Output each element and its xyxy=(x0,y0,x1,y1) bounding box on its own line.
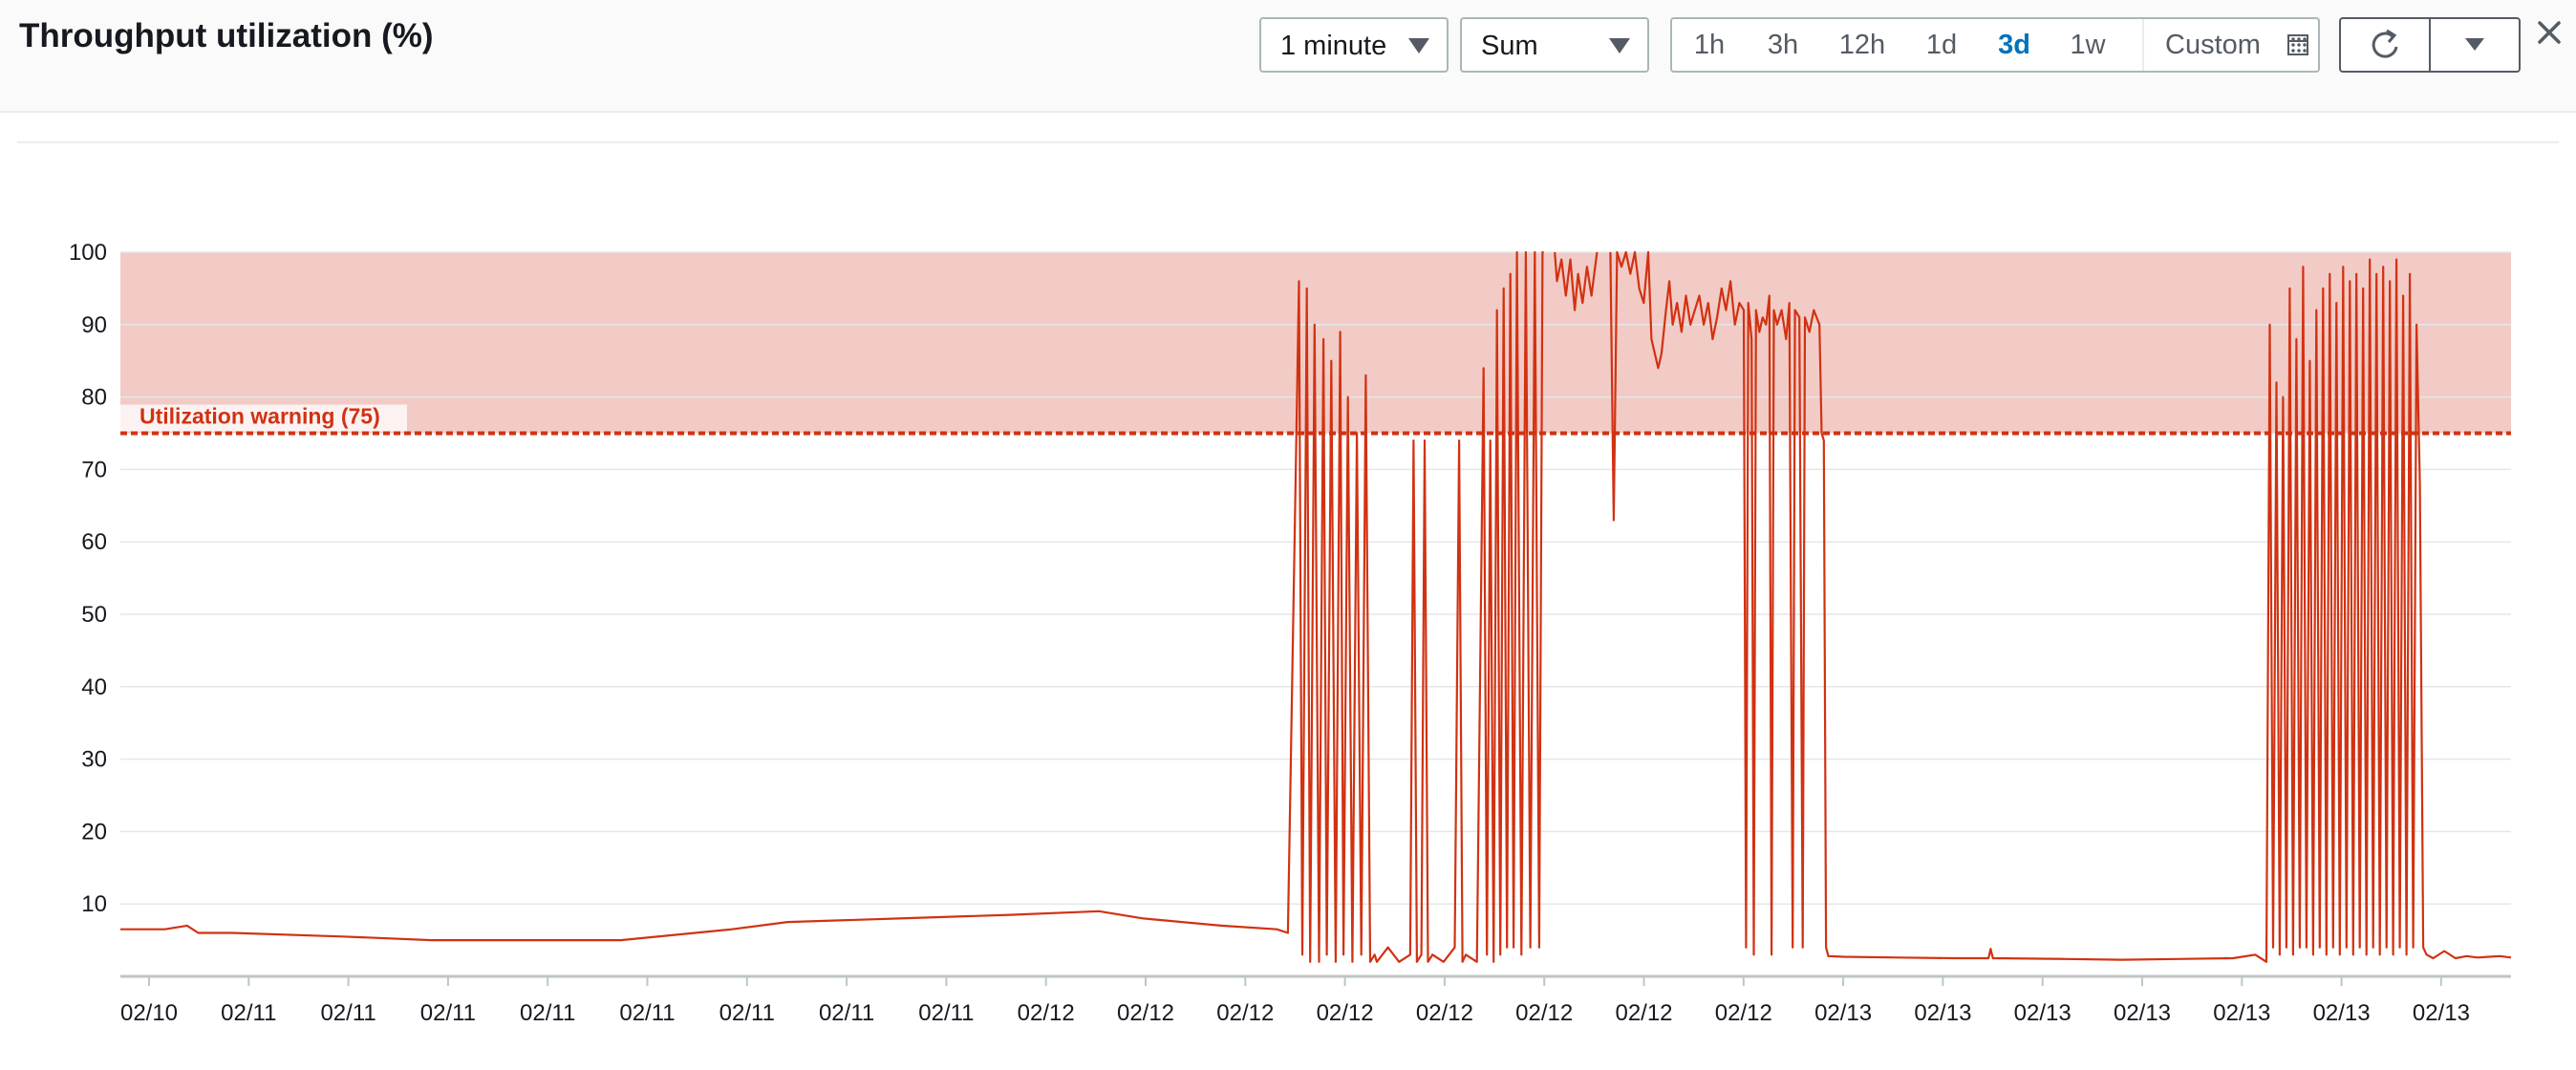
caret-down-icon xyxy=(1408,38,1429,54)
refresh-button[interactable] xyxy=(2339,17,2431,73)
widget-title: Throughput utilization (%) xyxy=(19,17,434,54)
x-tick-label: 02/12 xyxy=(1715,1000,1772,1026)
y-tick-label: 100 xyxy=(69,240,107,266)
x-tick-label: 02/12 xyxy=(1416,1000,1473,1026)
x-tick-label: 02/12 xyxy=(1018,1000,1075,1026)
y-tick-label: 60 xyxy=(81,529,107,555)
x-tick-label: 02/11 xyxy=(221,1000,276,1026)
x-tick-label: 02/13 xyxy=(1814,1000,1872,1026)
range-3d[interactable]: 3d xyxy=(1998,30,2030,60)
x-tick-label: 02/11 xyxy=(420,1000,476,1026)
statistic-select[interactable]: Sum xyxy=(1460,17,1649,73)
y-tick-label: 90 xyxy=(81,312,107,338)
x-tick-label: 02/13 xyxy=(2014,1000,2072,1026)
x-tick-label: 02/12 xyxy=(1615,1000,1672,1026)
divider xyxy=(17,141,2559,143)
x-tick-label: 02/13 xyxy=(2213,1000,2270,1026)
y-tick-label: 80 xyxy=(81,385,107,411)
x-tick-label: 02/13 xyxy=(2313,1000,2371,1026)
widget-header: Throughput utilization (%) 1 minute Sum … xyxy=(0,0,2576,113)
range-1w[interactable]: 1w xyxy=(2070,30,2106,60)
range-custom[interactable]: Custom xyxy=(2142,19,2318,71)
x-tick-label: 02/11 xyxy=(819,1000,874,1026)
y-tick-label: 20 xyxy=(81,819,107,845)
throughput-chart: 10 20 30 40 50 60 70 80 90 100 02/10 02/11 02/11 02/1… xyxy=(69,240,2512,1026)
x-tick-label: 02/11 xyxy=(619,1000,675,1026)
x-tick-label: 02/10 xyxy=(120,1000,178,1026)
close-icon[interactable] xyxy=(2532,15,2566,50)
statistic-select-value: Sum xyxy=(1481,31,1538,61)
range-custom-label: Custom xyxy=(2165,30,2261,60)
series-line xyxy=(120,250,2512,963)
period-select-value: 1 minute xyxy=(1280,31,1387,61)
more-actions-dropdown[interactable] xyxy=(2429,17,2521,73)
caret-down-icon xyxy=(1609,38,1630,54)
x-tick-label: 02/12 xyxy=(1117,1000,1174,1026)
x-tick-label: 02/11 xyxy=(719,1000,775,1026)
time-range-selector: 1h 3h 12h 1d 3d 1w Custom xyxy=(1670,17,2320,73)
range-1d[interactable]: 1d xyxy=(1925,30,1958,60)
y-tick-label: 10 xyxy=(81,891,107,917)
x-tick-label: 02/11 xyxy=(520,1000,575,1026)
y-tick-label: 50 xyxy=(81,602,107,628)
caret-down-icon xyxy=(2465,38,2484,51)
range-1h[interactable]: 1h xyxy=(1693,30,1726,60)
x-tick-label: 02/13 xyxy=(2114,1000,2171,1026)
range-3h[interactable]: 3h xyxy=(1767,30,1799,60)
y-tick-label: 40 xyxy=(81,674,107,700)
threshold-label-bg xyxy=(120,404,407,432)
range-12h[interactable]: 12h xyxy=(1838,30,1886,60)
y-tick-label: 30 xyxy=(81,747,107,773)
x-tick-label: 02/13 xyxy=(1914,1000,1971,1026)
x-tick-label: 02/11 xyxy=(918,1000,974,1026)
x-tick-label: 02/12 xyxy=(1216,1000,1274,1026)
period-select[interactable]: 1 minute xyxy=(1259,17,1449,73)
refresh-icon xyxy=(2372,29,2398,58)
x-tick-label: 02/12 xyxy=(1317,1000,1374,1026)
y-tick-label: 70 xyxy=(81,457,107,482)
threshold-label: Utilization warning (75) xyxy=(140,404,380,429)
x-tick-label: 02/13 xyxy=(2413,1000,2470,1026)
x-tick-label: 02/11 xyxy=(320,1000,376,1026)
calendar-icon xyxy=(2287,34,2308,55)
x-tick-label: 02/12 xyxy=(1515,1000,1573,1026)
